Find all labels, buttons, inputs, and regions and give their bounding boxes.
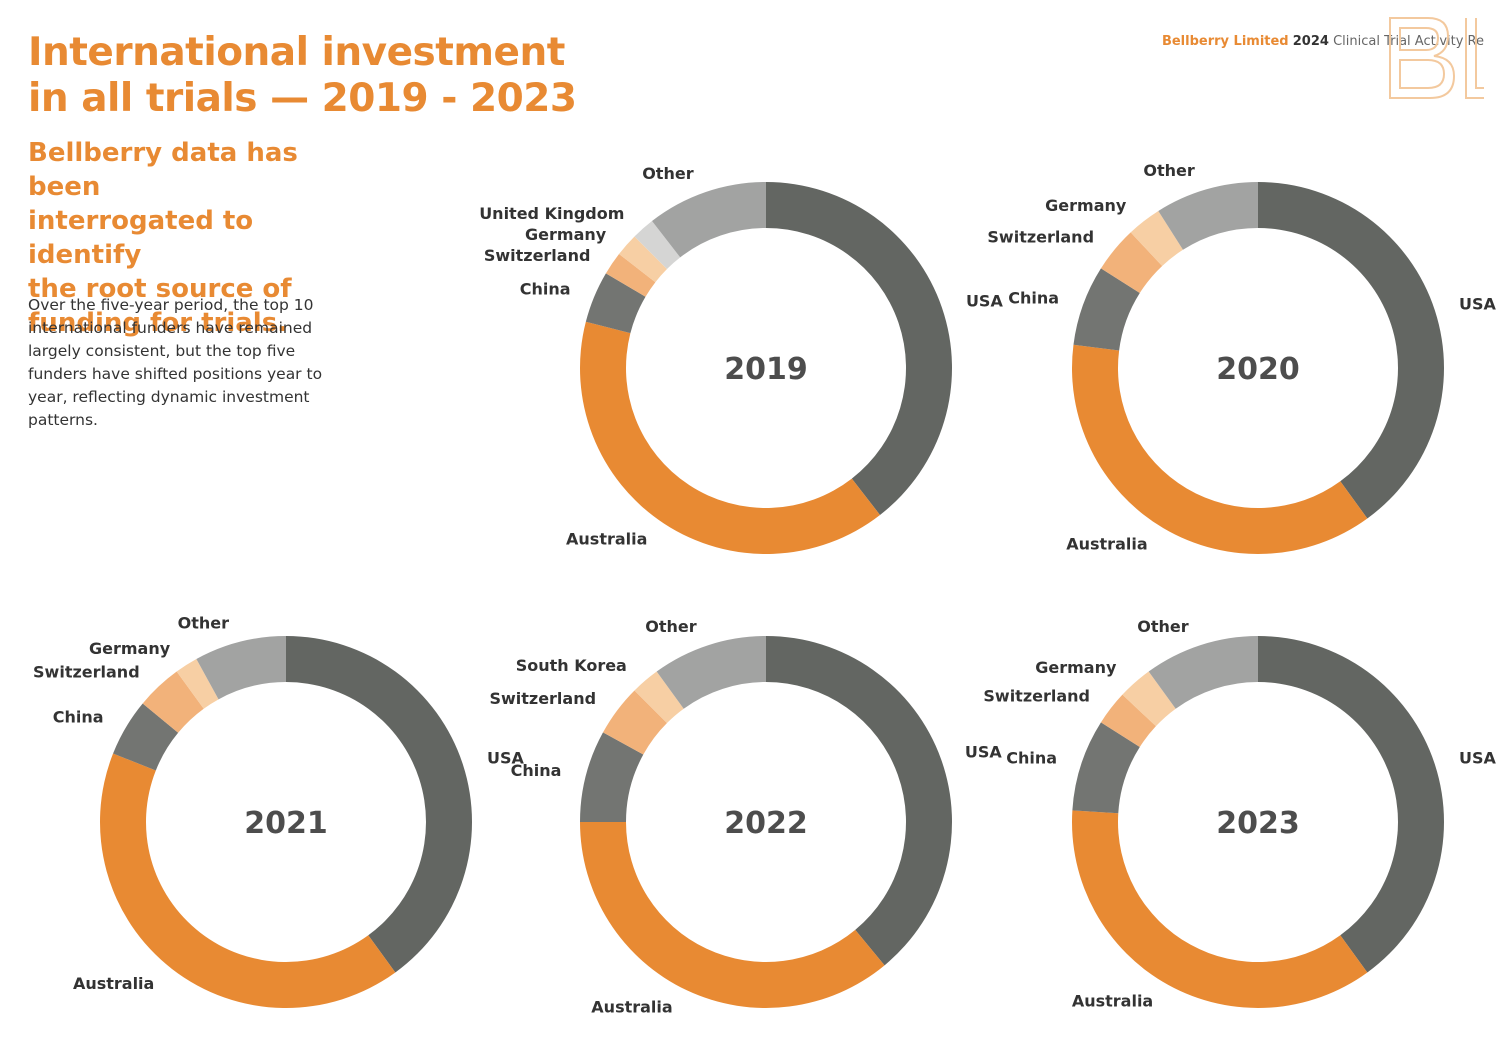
label-china: China xyxy=(511,761,562,780)
label-usa: USA xyxy=(487,749,525,768)
label-usa: USA xyxy=(1459,295,1497,314)
label-other: Other xyxy=(642,164,693,183)
label-south-korea: South Korea xyxy=(516,656,627,675)
year-label: 2023 xyxy=(1216,806,1300,841)
segment-other xyxy=(1148,636,1258,709)
segment-china xyxy=(580,732,644,822)
label-usa: USA xyxy=(1459,749,1497,768)
segment-usa xyxy=(1258,636,1444,973)
year-label: 2020 xyxy=(1216,352,1300,387)
segment-australia xyxy=(99,753,396,1009)
segment-south-korea xyxy=(634,671,684,724)
segment-united-kingdom xyxy=(634,221,681,270)
label-usa: USA xyxy=(965,743,1003,762)
label-usa: USA xyxy=(966,292,1004,311)
segment-australia xyxy=(1072,344,1368,554)
segment-switzerland xyxy=(603,690,668,755)
donut-2021: USA Australia China Switzerland Germany Other… xyxy=(33,613,525,1009)
segment-germany xyxy=(1130,210,1183,266)
label-germany: Germany xyxy=(1045,196,1127,215)
label-united-kingdom: United Kingdom xyxy=(479,204,624,223)
segment-china xyxy=(113,703,179,771)
segment-germany xyxy=(176,659,219,709)
label-australia: Australia xyxy=(1072,992,1153,1011)
page-subtitle: Bellberry data has been interrogated to … xyxy=(28,138,298,338)
segment-switzerland xyxy=(1100,694,1156,747)
segment-other xyxy=(656,636,766,709)
year-label: 2022 xyxy=(724,806,808,841)
year-label: 2019 xyxy=(724,352,808,387)
segment-other xyxy=(651,182,766,258)
label-other: Other xyxy=(645,617,696,636)
segment-usa xyxy=(766,182,952,515)
body-text: Over the five-year period, the top 10 in… xyxy=(28,296,323,429)
segment-australia xyxy=(1072,810,1368,1008)
label-other: Other xyxy=(1137,617,1188,636)
label-australia: Australia xyxy=(73,974,154,993)
label-switzerland: Switzerland xyxy=(983,686,1090,705)
label-switzerland: Switzerland xyxy=(987,227,1094,246)
label-china: China xyxy=(520,280,571,299)
label-germany: Germany xyxy=(89,639,171,658)
label-other: Other xyxy=(1143,161,1194,180)
label-switzerland: Switzerland xyxy=(484,246,591,265)
label-australia: Australia xyxy=(566,529,647,548)
bellberry-logo xyxy=(1389,17,1484,99)
segment-other xyxy=(1158,182,1258,250)
segment-china xyxy=(1073,268,1140,351)
label-china: China xyxy=(53,708,104,727)
year-label: 2021 xyxy=(244,806,328,841)
label-china: China xyxy=(1006,749,1057,768)
segment-australia xyxy=(579,321,881,554)
segment-germany xyxy=(1122,671,1176,727)
segment-other xyxy=(196,636,286,700)
segment-usa xyxy=(1258,182,1444,519)
header-org: Bellberry Limited xyxy=(1161,34,1289,49)
page-title: International investment in all trials —… xyxy=(28,30,577,121)
segment-switzerland xyxy=(1100,232,1163,293)
label-other: Other xyxy=(178,613,229,632)
segment-switzerland xyxy=(605,253,656,297)
segment-usa xyxy=(286,636,473,973)
label-australia: Australia xyxy=(1066,534,1147,553)
segment-usa xyxy=(766,635,953,966)
segment-germany xyxy=(619,236,668,283)
label-germany: Germany xyxy=(525,225,607,244)
label-switzerland: Switzerland xyxy=(489,689,596,708)
segment-switzerland xyxy=(142,671,204,733)
label-switzerland: Switzerland xyxy=(33,663,140,682)
segment-china xyxy=(585,273,646,334)
header-year: 2024 xyxy=(1292,34,1329,49)
segment-australia xyxy=(580,822,885,1009)
donut-2022: USA Australia China Switzerland South Korea O… xyxy=(489,617,1002,1016)
donut-2023: USA Australia China Switzerland Germany Other… xyxy=(983,617,1496,1011)
label-australia: Australia xyxy=(591,997,672,1016)
label-china: China xyxy=(1008,289,1059,308)
label-germany: Germany xyxy=(1035,658,1117,677)
segment-china xyxy=(1072,722,1140,814)
donut-2019: USA Australia China Switzerland Germany Unite… xyxy=(479,164,1003,554)
donut-2020: USA Australia China Switzerland Germany Other… xyxy=(987,161,1496,554)
